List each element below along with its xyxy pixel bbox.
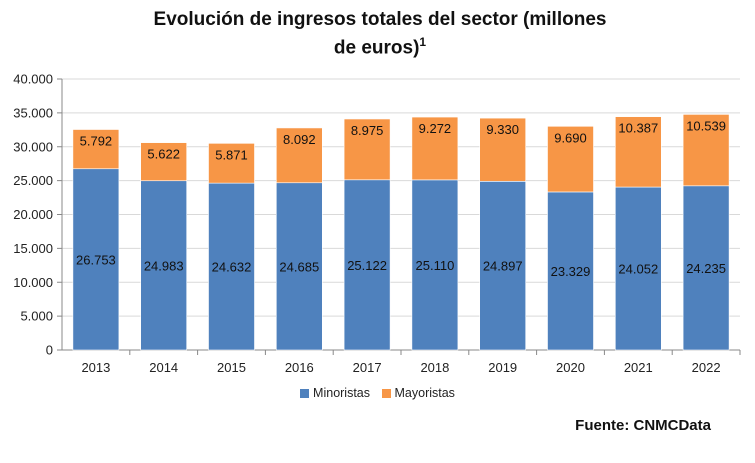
bar-mayoristas (547, 125, 594, 193)
bar-mayoristas (140, 142, 187, 182)
data-label-minoristas: 24.685 (279, 259, 319, 274)
bar-minoristas (682, 185, 730, 351)
y-tick-label: 20.000 (13, 207, 53, 222)
data-label-mayoristas: 8.092 (283, 132, 316, 147)
x-tick-label: 2016 (285, 360, 314, 375)
source-note: Fuente: CNMCData (575, 417, 711, 434)
y-tick-label: 40.000 (13, 72, 53, 87)
bar-minoristas (614, 186, 662, 351)
bar-minoristas (140, 180, 187, 351)
bar-minoristas (343, 179, 391, 351)
x-tick-label: 2014 (149, 360, 178, 375)
x-tick-label: 2018 (420, 360, 449, 375)
legend-label-mayoristas: Mayoristas (394, 386, 455, 400)
data-label-mayoristas: 9.330 (486, 122, 519, 137)
title-line-1: Evolución de ingresos totales del sector… (153, 9, 607, 30)
bar-mayoristas (208, 143, 255, 184)
title-line-2-text: de euros) (333, 37, 420, 59)
legend: Minoristas Mayoristas (0, 386, 755, 401)
bar-mayoristas (343, 118, 391, 181)
y-tick-label: 15.000 (13, 241, 53, 256)
y-tick-label: 35.000 (13, 105, 53, 120)
x-tick-label: 2022 (692, 360, 721, 375)
x-tick-label: 2017 (353, 360, 382, 375)
bar-mayoristas (72, 129, 120, 170)
y-tick-label: 10.000 (13, 275, 53, 290)
data-label-mayoristas: 10.387 (618, 121, 658, 136)
data-label-mayoristas: 9.272 (419, 121, 452, 136)
x-tick-label: 2019 (488, 360, 517, 375)
data-label-minoristas: 24.235 (686, 261, 726, 276)
data-label-minoristas: 24.983 (144, 258, 184, 273)
data-label-minoristas: 25.122 (347, 258, 387, 273)
y-tick-label: 0 (46, 343, 53, 358)
y-tick-label: 5.000 (20, 309, 53, 324)
x-tick-label: 2013 (81, 360, 110, 375)
data-label-mayoristas: 10.539 (686, 118, 726, 133)
bar-minoristas (275, 182, 323, 351)
bar-mayoristas (275, 127, 323, 184)
legend-swatch-minoristas (300, 388, 310, 398)
bar-mayoristas (411, 116, 459, 181)
data-label-minoristas: 26.753 (76, 252, 116, 267)
chart-title: Evolución de ingresos totales del sector… (120, 8, 640, 59)
data-label-mayoristas: 5.622 (147, 147, 180, 162)
data-label-minoristas: 24.897 (483, 259, 523, 274)
x-tick-label: 2020 (556, 360, 585, 375)
data-label-minoristas: 25.110 (416, 258, 455, 273)
legend-item-minoristas: Minoristas (300, 386, 370, 400)
y-tick-label: 30.000 (13, 139, 53, 154)
data-label-minoristas: 24.052 (618, 262, 658, 277)
bar-mayoristas (614, 116, 662, 188)
legend-label-minoristas: Minoristas (313, 386, 371, 400)
bar-minoristas (411, 179, 459, 351)
data-label-mayoristas: 8.975 (351, 123, 384, 138)
bar-mayoristas (682, 114, 730, 187)
title-footnote-marker: 1 (419, 35, 427, 49)
title-line-2: de euros)1 (120, 31, 640, 59)
data-label-minoristas: 24.632 (212, 260, 252, 275)
bar-minoristas (479, 181, 527, 351)
data-label-mayoristas: 5.792 (80, 134, 113, 149)
bar-minoristas (72, 168, 120, 351)
bar-minoristas (208, 182, 255, 351)
data-label-mayoristas: 5.871 (215, 147, 248, 162)
y-tick-label: 25.000 (13, 173, 53, 188)
legend-item-mayoristas: Mayoristas (381, 386, 455, 400)
x-tick-label: 2021 (624, 360, 653, 375)
bar-mayoristas (479, 117, 527, 182)
x-tick-label: 2015 (217, 360, 246, 375)
data-label-mayoristas: 9.690 (554, 130, 587, 145)
data-label-minoristas: 23.329 (551, 264, 591, 279)
bar-minoristas (547, 191, 594, 351)
legend-swatch-mayoristas (381, 388, 391, 398)
